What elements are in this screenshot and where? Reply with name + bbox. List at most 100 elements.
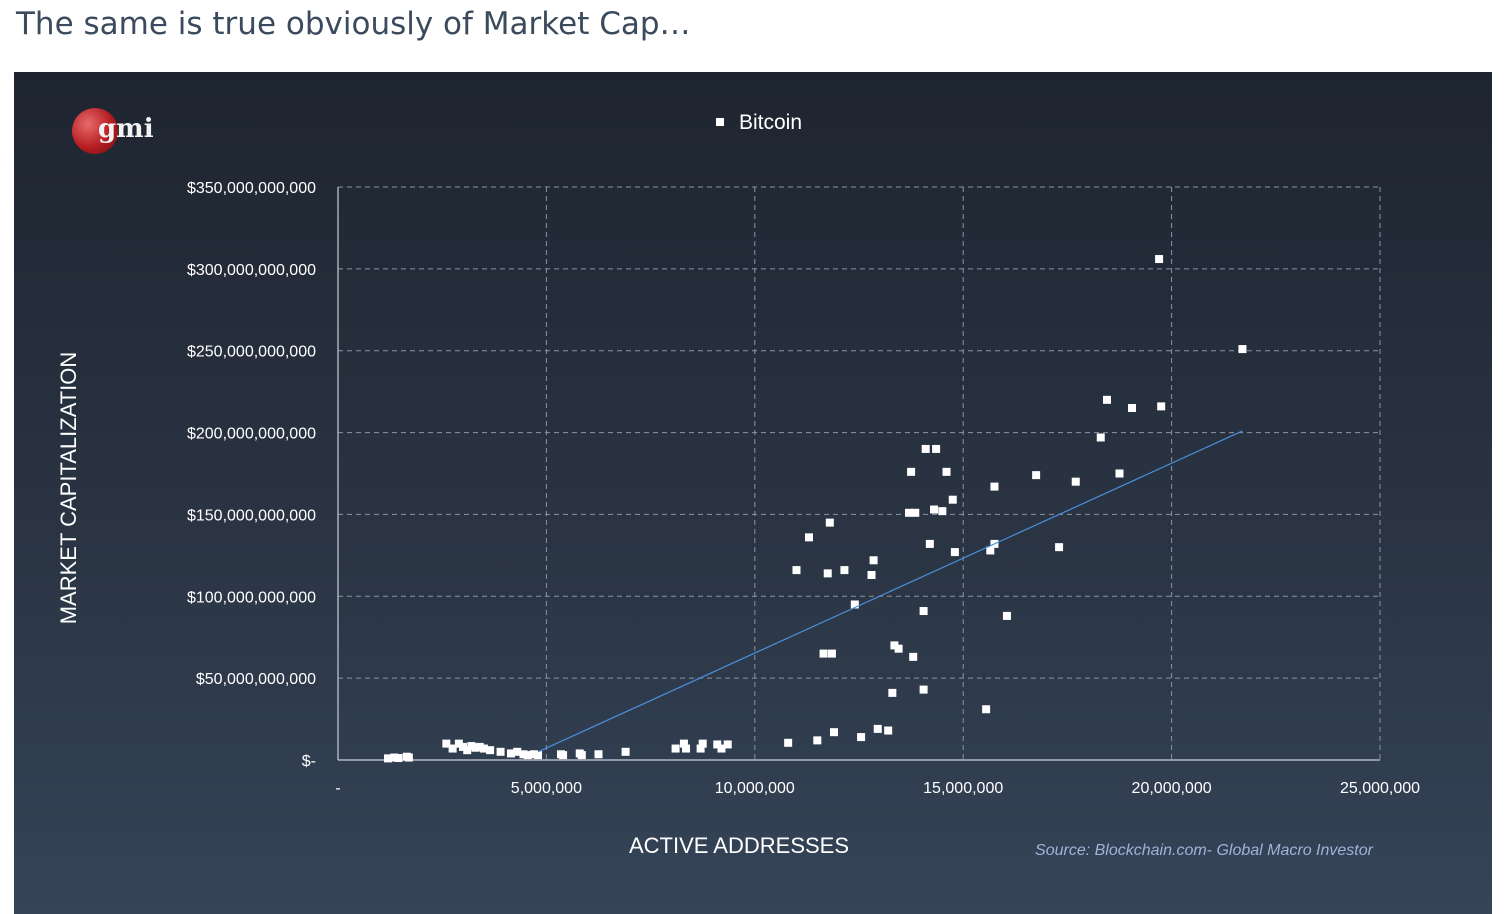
globe-icon xyxy=(72,108,118,154)
data-point xyxy=(921,444,930,453)
data-point xyxy=(496,747,505,756)
data-point xyxy=(869,556,878,565)
data-point xyxy=(888,688,897,697)
data-point xyxy=(867,571,876,580)
legend-marker xyxy=(716,118,724,126)
y-tick-label: $350,000,000,000 xyxy=(187,180,316,197)
scatter-chart: $- $50,000,000,000 $100,000,000,000 $150,00… xyxy=(56,111,1420,859)
data-point xyxy=(982,705,991,714)
data-point xyxy=(948,495,957,504)
data-point xyxy=(671,744,680,753)
data-point xyxy=(942,467,951,476)
data-point xyxy=(873,724,882,733)
data-point xyxy=(519,750,528,759)
data-point xyxy=(467,742,476,751)
data-point xyxy=(1032,471,1041,480)
y-tick-label: $300,000,000,000 xyxy=(187,262,316,279)
gmi-logo: gmi xyxy=(72,106,162,156)
data-point xyxy=(932,444,941,453)
y-tick-label: $100,000,000,000 xyxy=(187,589,316,606)
data-point xyxy=(459,742,468,751)
data-point xyxy=(486,746,495,755)
x-tick-labels: - 5,000,000 10,000,000 15,000,000 20,000,000… xyxy=(335,780,1420,797)
data-point xyxy=(938,507,947,516)
data-point xyxy=(894,644,903,653)
data-point xyxy=(813,736,822,745)
data-point xyxy=(825,518,834,527)
data-point xyxy=(723,740,732,749)
y-tick-label: $50,000,000,000 xyxy=(196,671,316,688)
data-point xyxy=(713,740,722,749)
data-point xyxy=(529,750,538,759)
data-point xyxy=(475,742,484,751)
x-tick-label: 15,000,000 xyxy=(923,780,1003,797)
data-point xyxy=(919,685,928,694)
chart-panel: gmi $- $50,000,000,000 $100,000,000,000 $15… xyxy=(14,72,1492,914)
data-point xyxy=(679,739,688,748)
data-point xyxy=(907,467,916,476)
data-point xyxy=(1128,404,1137,413)
data-point xyxy=(454,739,463,748)
data-point xyxy=(534,751,543,760)
data-point xyxy=(442,739,451,748)
data-point xyxy=(404,753,413,762)
data-point xyxy=(577,751,586,760)
data-point xyxy=(559,751,568,760)
x-tick-label: - xyxy=(335,780,340,797)
data-point xyxy=(919,607,928,616)
data-point xyxy=(1155,255,1164,264)
x-axis-title: ACTIVE ADDRESSES xyxy=(629,833,849,858)
data-point xyxy=(986,546,995,555)
data-point xyxy=(905,508,914,517)
data-point xyxy=(819,649,828,658)
y-axis-title: MARKET CAPITALIZATION xyxy=(56,352,81,625)
data-point xyxy=(930,505,939,514)
y-tick-label: $200,000,000,000 xyxy=(187,426,316,443)
data-point xyxy=(909,652,918,661)
axes xyxy=(337,187,1380,761)
data-point xyxy=(990,482,999,491)
data-point xyxy=(890,641,899,650)
x-tick-label: 10,000,000 xyxy=(715,780,795,797)
data-point xyxy=(390,753,399,762)
data-point xyxy=(857,733,866,742)
logo-text: gmi xyxy=(98,114,154,144)
data-point xyxy=(804,533,813,542)
data-point xyxy=(479,744,488,753)
data-point xyxy=(840,566,849,575)
data-point xyxy=(384,754,393,763)
source-note: Source: Blockchain.com- Global Macro Inv… xyxy=(1035,842,1374,859)
data-point xyxy=(1096,433,1105,442)
data-point xyxy=(792,566,801,575)
x-tick-label: 20,000,000 xyxy=(1132,780,1212,797)
data-point xyxy=(1115,469,1124,478)
y-tick-label: $- xyxy=(302,753,316,770)
x-tick-label: 25,000,000 xyxy=(1340,780,1420,797)
gridlines xyxy=(338,186,1381,760)
data-point xyxy=(682,744,691,753)
x-tick-label: 5,000,000 xyxy=(511,780,582,797)
trendline xyxy=(537,430,1243,753)
y-tick-label: $250,000,000,000 xyxy=(187,344,316,361)
data-points xyxy=(384,255,1247,763)
data-point xyxy=(506,749,515,758)
data-point xyxy=(911,508,920,517)
data-point xyxy=(621,747,630,756)
data-point xyxy=(394,754,403,763)
page-heading: The same is true obviously of Market Cap… xyxy=(16,6,691,42)
data-point xyxy=(463,746,472,755)
data-point xyxy=(1102,395,1111,404)
y-tick-labels: $- $50,000,000,000 $100,000,000,000 $150,00… xyxy=(187,180,316,770)
data-point xyxy=(823,569,832,578)
data-point xyxy=(1071,477,1080,486)
data-point xyxy=(1055,543,1064,552)
data-point xyxy=(1157,402,1166,411)
data-point xyxy=(471,743,480,752)
data-point xyxy=(717,744,726,753)
legend-label: Bitcoin xyxy=(739,111,802,134)
y-tick-label: $150,000,000,000 xyxy=(187,507,316,524)
data-point xyxy=(827,649,836,658)
data-point xyxy=(698,739,707,748)
data-point xyxy=(925,539,934,548)
data-point xyxy=(513,747,522,756)
